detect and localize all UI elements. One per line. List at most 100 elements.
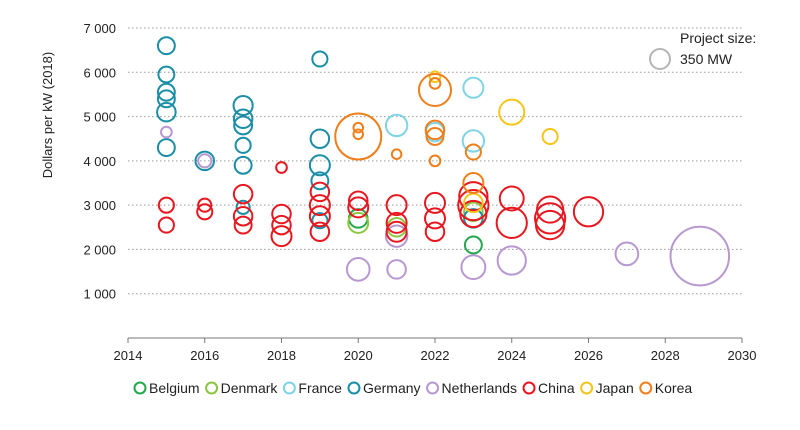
y-tick-label: 3 000: [83, 198, 116, 213]
bubble-china: [385, 220, 408, 243]
bubble-netherlands: [197, 153, 213, 169]
legend-label-denmark: Denmark: [221, 380, 279, 396]
bubble-germany: [310, 171, 330, 191]
bubble-germany: [156, 82, 176, 102]
bubble-china: [498, 185, 525, 212]
bubble-germany: [311, 212, 329, 230]
size-legend-circle: [649, 48, 671, 70]
bubble-germany: [156, 36, 176, 56]
x-tick-label: 2024: [497, 348, 526, 363]
bubble-china: [157, 216, 175, 234]
bubble-france: [461, 129, 486, 153]
bubbles: [156, 36, 731, 287]
x-tick-label: 2022: [421, 348, 450, 363]
x-tick-label: 2018: [267, 348, 296, 363]
bubble-netherlands: [386, 259, 407, 280]
legend-marker-netherlands: [426, 381, 440, 395]
bubble-china: [309, 181, 331, 203]
x-tick-label: 2014: [114, 348, 143, 363]
bubble-korea: [417, 72, 453, 108]
legend-label-netherlands: Netherlands: [442, 380, 518, 396]
bubble-netherlands: [669, 225, 731, 287]
bubble-korea: [462, 172, 485, 194]
legend-marker-france: [282, 381, 296, 395]
bubble-china: [424, 221, 446, 242]
bubble-germany: [232, 108, 254, 130]
bubble-korea: [352, 128, 365, 141]
bubble-france: [384, 113, 409, 138]
bubble-germany: [233, 115, 254, 136]
bubble-china: [308, 194, 331, 217]
bubble-germany: [156, 89, 176, 109]
bubble-korea: [424, 119, 446, 141]
bubble-netherlands: [460, 254, 487, 281]
legend-marker-japan: [580, 381, 594, 395]
bubble-denmark: [347, 211, 370, 234]
legend-label-japan: Japan: [596, 380, 634, 396]
bubble-china: [233, 215, 253, 235]
y-axis-title: Dollars per kW (2018): [40, 52, 55, 178]
bubble-china: [424, 191, 446, 214]
legend-marker-china: [522, 381, 536, 395]
bubble-germany: [311, 50, 329, 68]
y-tick-label: 6 000: [83, 65, 116, 80]
bubble-germany: [232, 94, 254, 117]
legend: Belgium Denmark France Germany Netherlands Ch…: [133, 380, 692, 396]
bubble-germany: [233, 155, 253, 175]
legend-marker-korea: [639, 381, 653, 395]
bubble-japan: [428, 70, 442, 84]
bubble-germany: [156, 101, 177, 123]
bubble-germany: [234, 136, 252, 154]
size-legend-title: Project size:: [680, 30, 756, 46]
legend-marker-denmark: [205, 381, 219, 395]
bubble-germany: [194, 150, 216, 172]
y-tick-label: 7 000: [83, 21, 116, 36]
bubble-korea: [334, 112, 383, 161]
bubble-china: [347, 196, 370, 219]
bubble-japan: [498, 98, 526, 126]
legend-marker-germany: [347, 381, 361, 395]
bubble-china: [270, 225, 293, 248]
bubble-china: [197, 197, 213, 213]
bubble-china: [196, 203, 214, 221]
bubble-china: [495, 206, 528, 239]
bubble-china: [308, 205, 331, 228]
bubble-china: [271, 214, 292, 236]
bubble-belgium: [463, 235, 483, 255]
bubble-korea: [352, 121, 365, 134]
size-legend-label: 350 MW: [680, 51, 733, 67]
bubble-germany: [308, 154, 331, 177]
bubble-netherlands: [384, 224, 409, 248]
bubble-korea: [464, 143, 482, 161]
bubble-germany: [309, 128, 331, 149]
bubble-china: [275, 161, 288, 174]
y-tick-label: 2 000: [83, 242, 116, 257]
bubble-netherlands: [345, 257, 371, 282]
bubble-china: [347, 190, 369, 211]
x-tick-label: 2020: [344, 348, 373, 363]
x-tick-label: 2016: [190, 348, 219, 363]
bubble-china: [534, 202, 567, 235]
x-tick-label: 2028: [651, 348, 680, 363]
gridlines: 1 000 2 000 3 000 4 000 5 000 6 000 7 000: [83, 21, 742, 302]
legend-marker-belgium: [133, 381, 147, 395]
bubble-korea: [425, 127, 445, 146]
bubble-korea: [428, 154, 442, 168]
bubble-china: [536, 195, 565, 224]
legend-label-france: France: [298, 380, 342, 396]
x-tick-label: 2030: [728, 348, 757, 363]
bubble-china: [232, 183, 254, 205]
bubble-china: [534, 209, 566, 241]
bubble-china: [157, 196, 175, 214]
axes: 2014 2016 2018 2020 2022 2024 2026 2028 2030: [114, 337, 757, 363]
bubble-china: [385, 194, 408, 217]
bubble-china: [385, 211, 408, 234]
bubble-china: [309, 221, 331, 242]
bubble-china: [459, 199, 488, 229]
y-tick-label: 5 000: [83, 110, 116, 125]
bubble-netherlands: [614, 241, 640, 267]
legend-label-china: China: [538, 380, 575, 396]
bubble-france: [462, 76, 485, 99]
